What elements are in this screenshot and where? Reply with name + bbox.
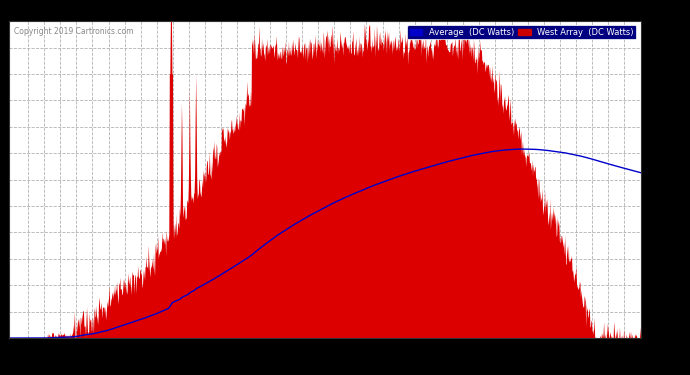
Title: West Array Actual & Running Average Power Sat Nov 9 16:32: West Array Actual & Running Average Powe… <box>133 6 516 18</box>
Legend: Average  (DC Watts), West Array  (DC Watts): Average (DC Watts), West Array (DC Watts… <box>407 25 636 39</box>
Text: Copyright 2019 Cartronics.com: Copyright 2019 Cartronics.com <box>14 27 133 36</box>
